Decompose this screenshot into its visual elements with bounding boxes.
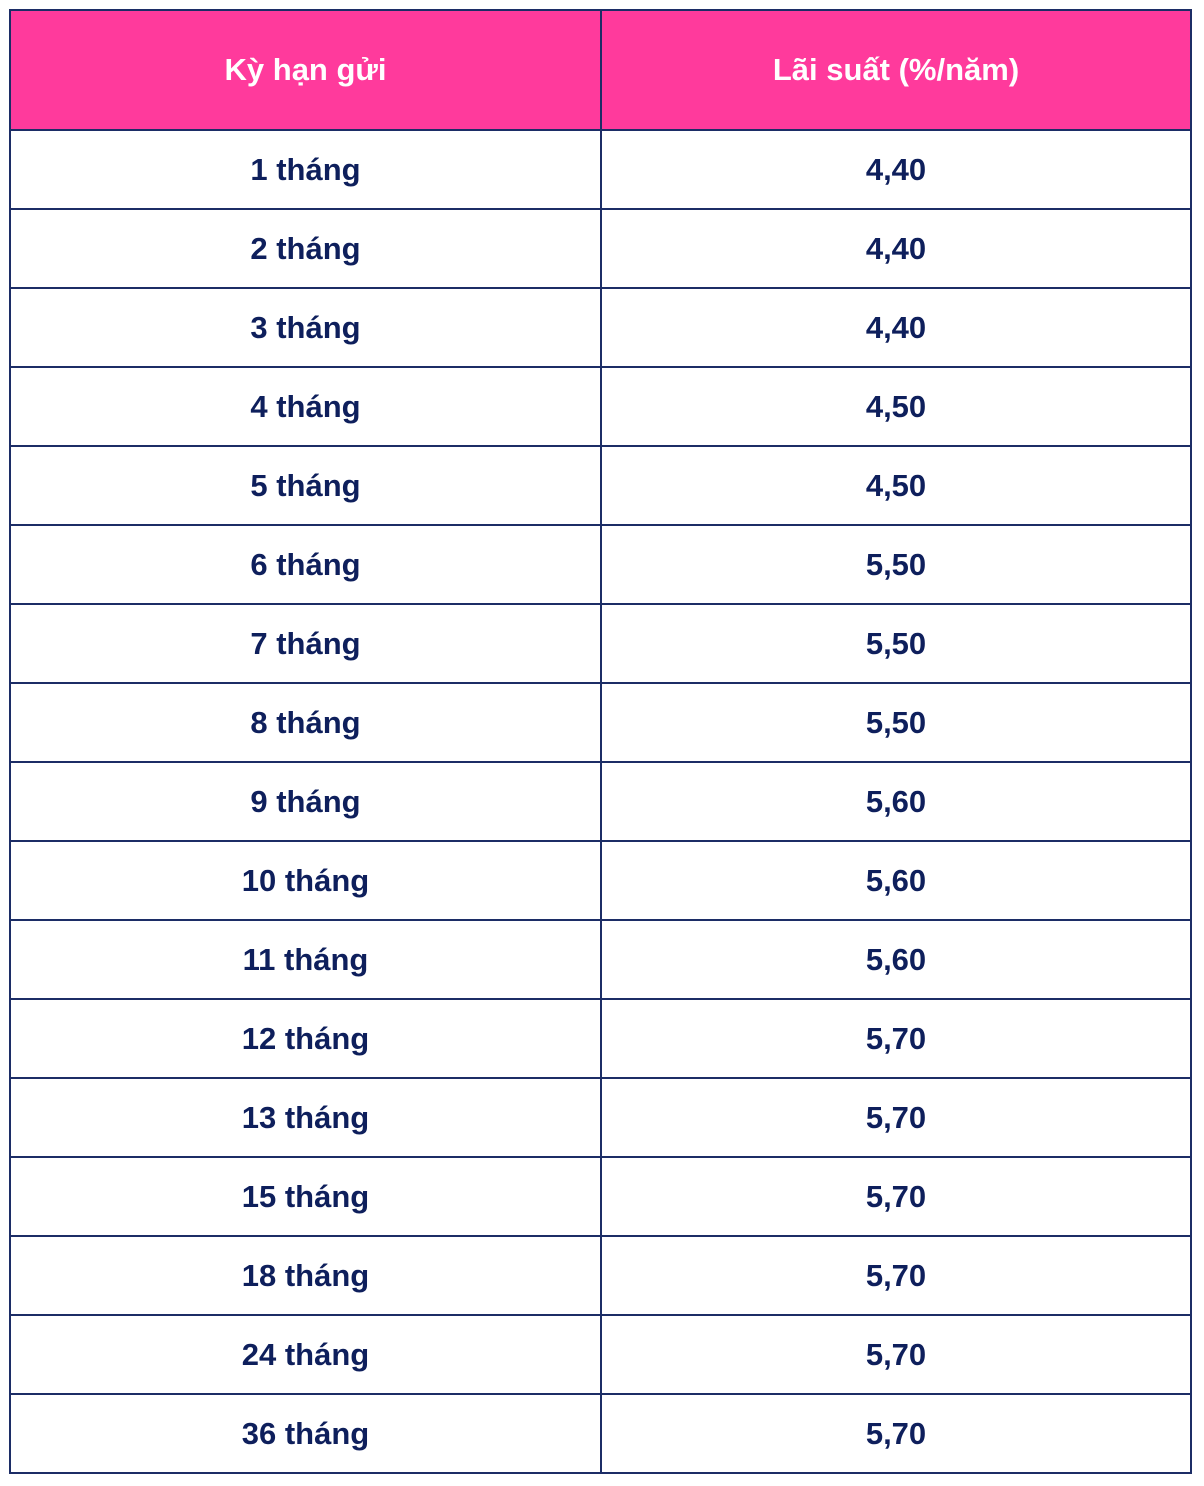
rate-cell: 5,60 xyxy=(600,919,1192,1000)
table-row: 15 tháng 5,70 xyxy=(9,1156,1192,1237)
table-row: 2 tháng 4,40 xyxy=(9,208,1192,289)
rate-cell: 4,40 xyxy=(600,129,1192,210)
rate-cell: 5,70 xyxy=(600,998,1192,1079)
rate-cell: 5,70 xyxy=(600,1235,1192,1316)
rate-cell: 5,60 xyxy=(600,840,1192,921)
table-row: 24 tháng 5,70 xyxy=(9,1314,1192,1395)
header-term: Kỳ hạn gửi xyxy=(9,9,602,131)
term-cell: 1 tháng xyxy=(9,129,602,210)
interest-rate-table: Kỳ hạn gửi Lãi suất (%/năm) 1 tháng 4,40 2… xyxy=(9,9,1192,1474)
table-row: 3 tháng 4,40 xyxy=(9,287,1192,368)
table-row: 18 tháng 5,70 xyxy=(9,1235,1192,1316)
table-row: 7 tháng 5,50 xyxy=(9,603,1192,684)
term-cell: 3 tháng xyxy=(9,287,602,368)
term-cell: 6 tháng xyxy=(9,524,602,605)
term-cell: 5 tháng xyxy=(9,445,602,526)
term-cell: 10 tháng xyxy=(9,840,602,921)
term-cell: 18 tháng xyxy=(9,1235,602,1316)
term-cell: 36 tháng xyxy=(9,1393,602,1474)
rate-cell: 4,40 xyxy=(600,287,1192,368)
table-row: 9 tháng 5,60 xyxy=(9,761,1192,842)
rate-cell: 5,70 xyxy=(600,1077,1192,1158)
term-cell: 24 tháng xyxy=(9,1314,602,1395)
header-rate: Lãi suất (%/năm) xyxy=(600,9,1192,131)
table-row: 6 tháng 5,50 xyxy=(9,524,1192,605)
rate-cell: 5,50 xyxy=(600,524,1192,605)
rate-cell: 5,60 xyxy=(600,761,1192,842)
term-cell: 2 tháng xyxy=(9,208,602,289)
term-cell: 8 tháng xyxy=(9,682,602,763)
term-cell: 9 tháng xyxy=(9,761,602,842)
rate-cell: 5,70 xyxy=(600,1314,1192,1395)
term-cell: 11 tháng xyxy=(9,919,602,1000)
rate-cell: 4,40 xyxy=(600,208,1192,289)
table-row: 5 tháng 4,50 xyxy=(9,445,1192,526)
rate-cell: 4,50 xyxy=(600,366,1192,447)
term-cell: 13 tháng xyxy=(9,1077,602,1158)
term-cell: 15 tháng xyxy=(9,1156,602,1237)
table-row: 1 tháng 4,40 xyxy=(9,129,1192,210)
table-row: 36 tháng 5,70 xyxy=(9,1393,1192,1474)
term-cell: 4 tháng xyxy=(9,366,602,447)
rate-cell: 5,70 xyxy=(600,1393,1192,1474)
table-row: 10 tháng 5,60 xyxy=(9,840,1192,921)
table-row: 8 tháng 5,50 xyxy=(9,682,1192,763)
rate-cell: 5,70 xyxy=(600,1156,1192,1237)
table-row: 4 tháng 4,50 xyxy=(9,366,1192,447)
table-row: 12 tháng 5,70 xyxy=(9,998,1192,1079)
rate-cell: 4,50 xyxy=(600,445,1192,526)
rate-cell: 5,50 xyxy=(600,603,1192,684)
header-row: Kỳ hạn gửi Lãi suất (%/năm) xyxy=(9,9,1192,131)
table-row: 13 tháng 5,70 xyxy=(9,1077,1192,1158)
term-cell: 12 tháng xyxy=(9,998,602,1079)
rate-cell: 5,50 xyxy=(600,682,1192,763)
term-cell: 7 tháng xyxy=(9,603,602,684)
table-row: 11 tháng 5,60 xyxy=(9,919,1192,1000)
